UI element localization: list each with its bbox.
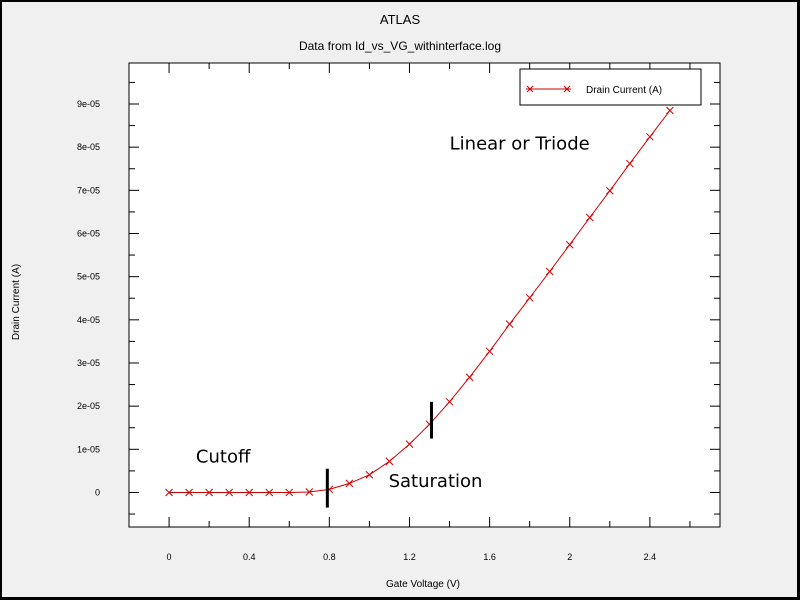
data-point [465,373,474,382]
data-point [485,347,494,356]
y-tick-label: 1e-05 [77,444,100,454]
y-axis-label: Drain Current (A) [11,264,22,340]
legend: Drain Current (A) [519,68,702,106]
data-point [585,213,594,222]
y-tick-label: 5e-05 [77,272,100,282]
data-point [165,488,173,497]
x-tick-label: 1.6 [483,552,496,562]
y-tick-label: 3e-05 [77,358,100,368]
data-point [365,470,374,479]
legend-box [519,68,702,106]
data-point [185,488,193,497]
data-point [625,159,634,168]
data-point [205,488,213,497]
data-point [666,106,674,115]
x-tick-label: 1.2 [403,552,416,562]
y-tick-label: 6e-05 [77,228,100,238]
x-axis: 0 0.4 0.8 1.2 1.6 2 2.4 [128,63,691,562]
y-tick-label: 7e-05 [77,185,100,195]
data-point [605,186,614,195]
legend-label: Drain Current (A) [586,85,662,96]
legend-marker-1 [526,85,534,93]
data-point [305,488,314,496]
series-layer [165,106,674,497]
x-tick-label: 0.4 [243,552,256,562]
y-tick-label: 4e-05 [77,315,100,325]
x-tick-label: 2.4 [644,552,657,562]
data-point [345,479,354,488]
annotations: Cutoff Saturation Linear or Triode [196,133,590,492]
data-point [405,440,414,448]
region-label: Saturation [389,471,483,492]
data-point [245,488,254,497]
data-point [225,488,234,497]
data-point [285,488,294,497]
x-tick-label: 2 [567,552,572,562]
data-point [385,457,394,466]
y-tick-label: 2e-05 [77,401,100,411]
y-tick-label: 0 [95,487,100,497]
x-axis-label: Gate Voltage (V) [386,579,460,590]
region-label: Linear or Triode [450,133,590,154]
data-point [265,488,274,497]
region-markers [325,401,434,508]
data-point [646,132,654,141]
plot-area [128,62,721,528]
chart-subtitle: Data from Id_vs_VG_withinterface.log [299,39,501,53]
data-point [545,267,554,276]
series-line [169,110,671,493]
chart-title: ATLAS [380,12,421,27]
data-point [505,320,514,328]
legend-marker-2 [563,85,571,93]
data-point [565,240,574,249]
y-axis: 0 1e-05 2e-05 3e-05 4e-05 5e-05 6e-05 7e-05 8e-0… [77,81,720,515]
y-tick-label: 8e-05 [77,142,100,152]
x-tick-label: 0.8 [323,552,336,562]
data-point [445,397,454,406]
region-label: Cutoff [196,446,251,467]
data-point [525,293,534,302]
y-tick-label: 9e-05 [77,99,100,109]
x-tick-label: 0 [167,552,172,562]
